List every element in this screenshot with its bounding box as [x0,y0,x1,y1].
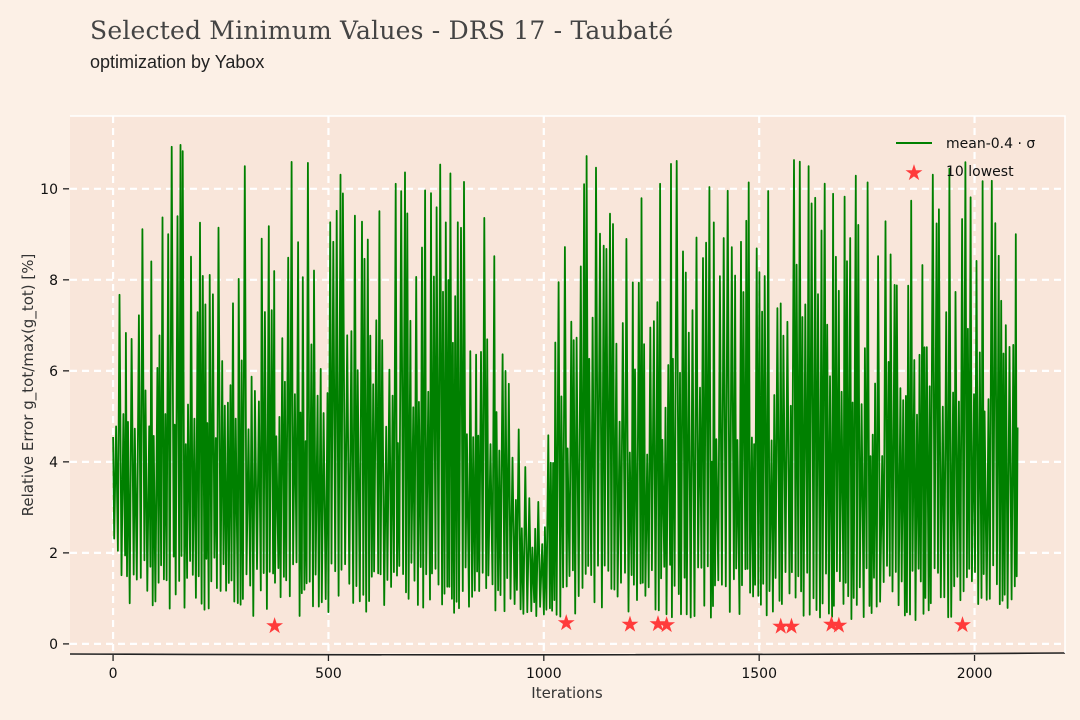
y-axis-label: Relative Error g_tot/max(g_tot) [%] [19,254,38,517]
chart-title: Selected Minimum Values - DRS 17 - Tauba… [90,16,674,45]
lowest-marker: ★ [953,613,973,638]
series-line [112,144,1019,621]
lowest-marker: ★ [822,612,842,637]
axes: 0 500 1000 1500 2000 0 2 4 6 8 10 [40,115,1066,682]
plot-frame [70,115,1066,653]
legend-star-swatch: ★ [904,161,924,186]
lowest-marker: ★ [620,612,640,637]
legend: mean-0.4 · σ ★ 10 lowest [896,136,1035,186]
y-tick-label: 10 [40,182,58,198]
lowest-marker: ★ [556,611,576,636]
chart-subtitle: optimization by Yabox [90,52,265,72]
y-tick-label: 8 [49,273,58,289]
x-axis-line [69,652,1066,656]
y-tick-label: 2 [49,546,58,562]
x-tick-label: 500 [315,666,342,682]
lowest-marker: ★ [829,613,849,638]
y-tick-label: 4 [49,455,58,471]
marker-layer: ★ ★ ★ ★★ ★★ ★★ ★ [265,611,973,640]
lowest-marker: ★ [648,612,668,637]
lowest-marker: ★ [657,613,677,638]
x-axis-label: Iterations [531,684,603,702]
y-tick-label: 6 [49,364,58,380]
legend-label-series: mean-0.4 · σ [946,136,1035,152]
legend-label-markers: 10 lowest [946,164,1014,180]
y-tick-label: 0 [49,637,58,653]
x-tick-label: 1000 [526,666,562,682]
lowest-marker: ★ [782,615,802,640]
x-tick-label: 1500 [741,666,777,682]
x-tick-label: 0 [109,666,118,682]
x-tick-label: 2000 [957,666,993,682]
lowest-marker: ★ [771,615,791,640]
lowest-marker: ★ [265,614,285,639]
series-layer [112,144,1019,621]
